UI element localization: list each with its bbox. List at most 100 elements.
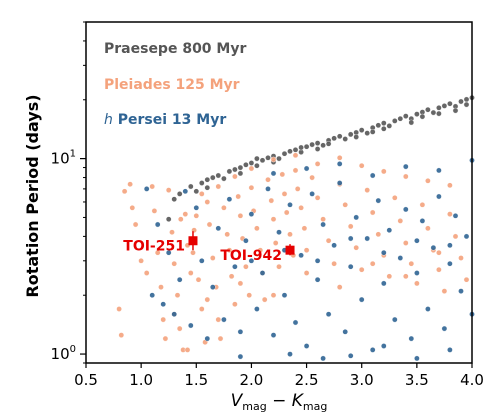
x-tick-label-4: 2.5 [295, 371, 319, 389]
point-pleiades-103 [314, 161, 321, 167]
point-pleiades-33 [215, 316, 222, 323]
point-hpersei-32 [320, 221, 326, 228]
point-pleiades-89 [436, 266, 442, 273]
point-pleiades-39 [232, 301, 238, 308]
point-pleiades-38 [228, 273, 235, 280]
point-hpersei-22 [265, 186, 271, 192]
point-praesepe-55 [204, 184, 211, 191]
point-praesepe-65 [254, 155, 260, 162]
point-pleiades-96 [177, 216, 184, 222]
point-pleiades-113 [270, 292, 277, 299]
legend-praesepe: Praesepe 800 Myr [104, 41, 246, 57]
point-hpersei-48 [408, 335, 415, 342]
point-praesepe-2 [176, 191, 183, 197]
point-pleiades-64 [301, 225, 308, 232]
point-pleiades-83 [402, 240, 409, 246]
point-pleiades-55 [276, 263, 282, 270]
point-pleiades-16 [171, 260, 177, 267]
point-pleiades-47 [254, 225, 260, 232]
point-hpersei-56 [452, 212, 459, 219]
point-hpersei-52 [430, 244, 437, 251]
x-tick-label-7: 4.0 [460, 371, 484, 389]
point-praesepe-27 [320, 142, 326, 149]
point-praesepe-19 [276, 155, 282, 162]
point-praesepe-41 [397, 115, 404, 122]
point-hpersei-58 [463, 233, 470, 240]
point-pleiades-43 [243, 263, 249, 270]
point-pleiades-72 [342, 201, 349, 208]
point-praesepe-24 [303, 143, 310, 150]
point-praesepe-68 [419, 113, 426, 120]
point-pleiades-69 [325, 237, 332, 244]
y-tick-label-1: 101 [51, 149, 76, 168]
point-praesepe-63 [436, 110, 442, 117]
point-pleiades-99 [232, 173, 238, 180]
point-pleiades-10 [154, 249, 161, 256]
point-hpersei-76 [314, 257, 321, 264]
point-hpersei-3 [160, 301, 166, 308]
point-pleiades-97 [198, 191, 205, 197]
point-hpersei-13 [215, 225, 222, 232]
point-hpersei-30 [309, 191, 315, 197]
point-praesepe-40 [391, 118, 398, 124]
point-praesepe-29 [331, 135, 337, 142]
point-pleiades-4 [129, 204, 136, 211]
point-hpersei-41 [369, 347, 376, 353]
point-hpersei-8 [187, 322, 194, 329]
point-pleiades-78 [375, 231, 382, 238]
point-praesepe-58 [298, 144, 304, 151]
point-pleiades-18 [176, 325, 183, 332]
x-tick-label-3: 2.0 [239, 371, 263, 389]
point-hpersei-62 [336, 161, 343, 167]
point-pleiades-81 [391, 194, 398, 201]
point-pleiades-66 [309, 174, 315, 181]
point-praesepe-53 [463, 96, 470, 103]
point-pleiades-41 [237, 212, 244, 219]
point-pleiades-100 [248, 165, 255, 172]
point-pleiades-63 [298, 204, 304, 211]
point-pleiades-44 [246, 292, 252, 299]
point-pleiades-62 [294, 186, 301, 192]
point-praesepe-62 [408, 119, 415, 126]
point-pleiades-34 [217, 335, 224, 342]
point-pleiades-76 [364, 187, 371, 193]
point-hpersei-79 [414, 237, 420, 244]
point-praesepe-5 [198, 180, 205, 186]
point-praesepe-0 [165, 216, 172, 222]
point-hpersei-55 [447, 260, 453, 267]
point-pleiades-15 [169, 229, 175, 235]
x-axis: 0.5 1.0 1.5 2.0 2.5 3.0 3.5 4.0 [74, 363, 484, 389]
point-pleiades-87 [425, 225, 431, 232]
point-pleiades-95 [184, 347, 191, 353]
point-hpersei-72 [447, 347, 453, 353]
point-praesepe-20 [281, 150, 288, 157]
point-pleiades-70 [331, 260, 337, 267]
point-pleiades-116 [369, 260, 376, 267]
point-hpersei-39 [358, 296, 365, 303]
point-praesepe-15 [254, 162, 260, 169]
point-praesepe-52 [458, 98, 464, 105]
point-hpersei-0 [143, 186, 150, 192]
point-pleiades-106 [380, 168, 387, 175]
point-praesepe-12 [237, 164, 244, 171]
point-pleiades-101 [270, 156, 277, 163]
point-pleiades-1 [118, 332, 125, 338]
point-hpersei-18 [243, 237, 249, 244]
point-pleiades-112 [237, 280, 244, 287]
point-hpersei-21 [259, 270, 266, 276]
point-hpersei-70 [380, 343, 387, 349]
point-hpersei-60 [270, 170, 277, 177]
target-label-0: TOI-251 [123, 239, 185, 255]
point-hpersei-38 [353, 214, 360, 221]
point-praesepe-7 [209, 174, 216, 181]
point-praesepe-50 [447, 100, 453, 107]
x-tick-label-2: 1.5 [184, 371, 208, 389]
point-praesepe-44 [414, 111, 420, 117]
point-pleiades-20 [182, 211, 189, 217]
point-hpersei-23 [270, 332, 277, 338]
point-praesepe-69 [452, 107, 459, 114]
point-pleiades-25 [193, 212, 200, 219]
point-hpersei-67 [287, 351, 293, 357]
point-pleiades-48 [257, 247, 264, 253]
point-pleiades-104 [336, 154, 343, 161]
